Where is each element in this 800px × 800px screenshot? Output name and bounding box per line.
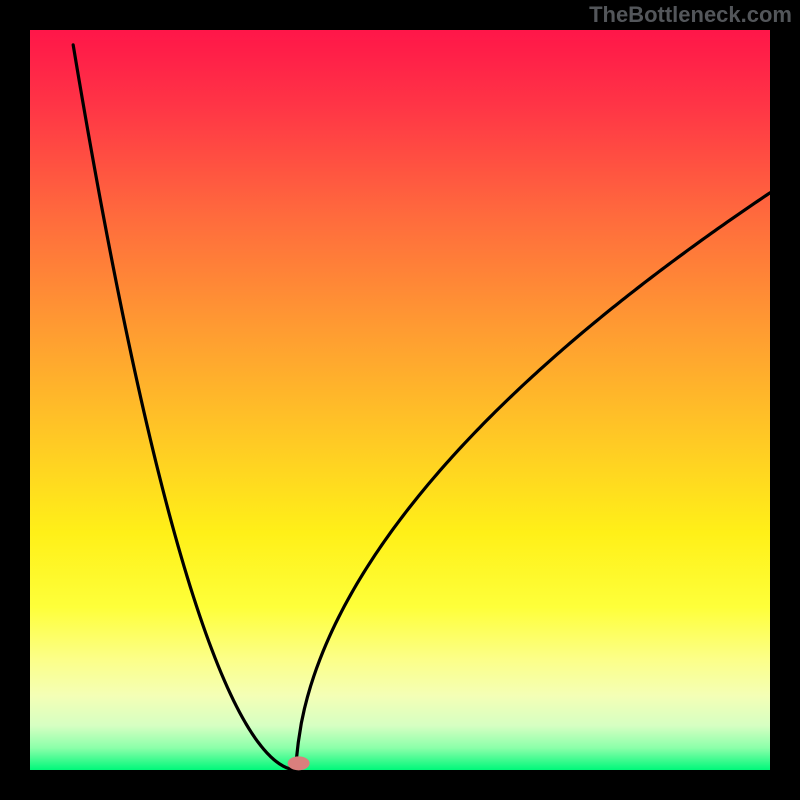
watermark-text: TheBottleneck.com: [589, 2, 792, 28]
chart-container: TheBottleneck.com: [0, 0, 800, 800]
optimal-point-marker: [288, 756, 310, 770]
bottleneck-chart: [0, 0, 800, 800]
